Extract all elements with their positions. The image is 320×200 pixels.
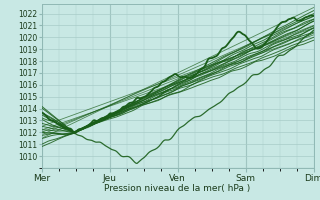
X-axis label: Pression niveau de la mer( hPa ): Pression niveau de la mer( hPa ): [104, 184, 251, 193]
